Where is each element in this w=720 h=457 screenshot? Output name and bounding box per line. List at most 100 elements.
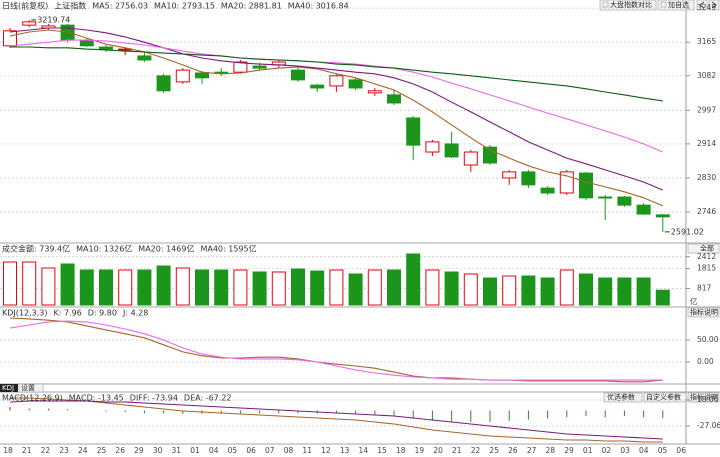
y-tick-label: 2914	[697, 139, 716, 148]
candle-body	[137, 55, 152, 61]
x-tick-label: 22	[471, 446, 481, 455]
indicator-line	[10, 46, 663, 102]
volume-bar	[41, 267, 56, 306]
legend-entry: MA40: 3016.84	[288, 2, 349, 11]
x-tick-label: 24	[78, 446, 88, 455]
volume-button[interactable]: 全部	[687, 244, 720, 254]
x-tick-label: 01	[583, 446, 593, 455]
candle-body	[521, 171, 536, 186]
candle-body	[540, 187, 555, 194]
x-tick-label: 01	[190, 446, 200, 455]
toolbar-button[interactable]: 加自选	[657, 0, 695, 11]
button-label[interactable]: 自定义参数	[646, 393, 681, 402]
y-tick-label: 1815	[697, 264, 716, 273]
legend-entry: J: 4.28	[122, 309, 148, 318]
x-tick-label: 26	[115, 446, 125, 455]
x-tick-label: 28	[546, 446, 556, 455]
candle-body	[579, 172, 593, 199]
y-tick-label: -27.06	[697, 421, 720, 430]
x-tick-label: 30	[153, 446, 163, 455]
x-tick-label: 13	[340, 446, 350, 455]
x-tick-label: 19	[415, 446, 425, 455]
candle-body	[79, 39, 94, 47]
y-tick-label: 817	[697, 284, 712, 293]
y-tick-label: 50.00	[697, 335, 719, 344]
volume-bar	[617, 277, 632, 306]
button-label[interactable]: 全部	[700, 244, 714, 253]
candle-body	[367, 90, 382, 94]
x-tick-label: 22	[41, 446, 51, 455]
volume-bar	[425, 269, 440, 306]
macd-button[interactable]: 自定义参数	[643, 393, 687, 403]
volume-bar	[655, 289, 670, 306]
toolbar-button[interactable]: 大盘指数对比	[599, 0, 657, 11]
legend-entry: K: 7.96	[53, 309, 81, 318]
y-tick-label: 18.06	[697, 395, 719, 404]
legend-entry: MACD: -13.45	[69, 394, 124, 403]
candle-body	[3, 30, 17, 47]
legend-entry: KDJ(12,3,3)	[2, 309, 47, 318]
volume-bar	[291, 268, 305, 306]
legend-entry: 成交金额: 739.4亿	[2, 244, 70, 254]
candle-body	[636, 204, 651, 215]
legend-entry: MA10: 2793.15	[154, 2, 215, 11]
volume-bar	[79, 269, 94, 306]
tab[interactable]: KDJ	[0, 384, 18, 392]
x-tick-label: 06	[676, 446, 686, 455]
button-label[interactable]: 加自选	[668, 0, 689, 9]
tab-label[interactable]: KDJ	[2, 384, 14, 392]
candle-body	[252, 65, 267, 69]
button-label[interactable]: 大盘指数对比	[610, 0, 652, 9]
volume-bar	[22, 261, 37, 306]
x-tick-label: 14	[359, 446, 369, 455]
x-tick-label: 07	[265, 446, 275, 455]
candle-body	[22, 21, 37, 26]
x-tick-label: 05	[228, 446, 238, 455]
volume-bar	[118, 269, 133, 306]
legend-entry: 日线(前复权)	[2, 1, 48, 11]
candle-body	[444, 143, 459, 158]
indicator-line	[9, 400, 663, 440]
x-tick-label: 29	[134, 446, 144, 455]
candle-body	[310, 84, 325, 89]
volume-bar	[598, 277, 613, 306]
candle-body	[348, 79, 363, 89]
nav-button[interactable]	[708, 0, 720, 11]
button-label[interactable]: 指标说明	[690, 308, 718, 317]
x-tick-label: 11	[302, 446, 312, 455]
button-label[interactable]: 优选参数	[607, 393, 635, 402]
volume-bar	[271, 271, 286, 306]
max-label: 3219.74	[37, 15, 70, 24]
min-label: 2591.02	[671, 227, 704, 236]
legend-entry: MA20: 1469亿	[138, 244, 194, 254]
kdj-button[interactable]: 指标说明	[687, 308, 720, 318]
volume-bar	[99, 269, 113, 306]
x-tick-label: 23	[59, 446, 69, 455]
volume-bar	[195, 269, 209, 306]
nav-button[interactable]	[696, 0, 708, 11]
macd-button[interactable]: 指标说明	[687, 393, 720, 403]
candle-body	[502, 171, 517, 179]
volume-bar	[579, 273, 593, 306]
legend-entry: MA40: 1595亿	[200, 244, 256, 254]
volume-bar	[521, 275, 536, 306]
volume-bar	[502, 275, 517, 306]
indicator-line	[9, 29, 664, 207]
legend-entry: MA10: 1326亿	[76, 244, 132, 254]
x-tick-label: 26	[508, 446, 518, 455]
volume-bar	[214, 269, 229, 306]
x-tick-label: 25	[489, 446, 499, 455]
macd-button[interactable]: 优选参数	[603, 393, 643, 403]
x-tick-label: 25	[97, 446, 107, 455]
y-tick-label: 2830	[697, 173, 716, 182]
x-tick-label: 31	[172, 446, 182, 455]
button-label[interactable]: 指标说明	[690, 393, 718, 402]
legend-entry: MA20: 2881.81	[221, 2, 282, 11]
tab[interactable]: 设置	[18, 383, 44, 393]
candle-body	[406, 117, 421, 146]
tab-label[interactable]: 设置	[21, 383, 35, 392]
candle-body	[329, 75, 344, 87]
x-tick-label: 29	[564, 446, 574, 455]
x-tick-label: 27	[527, 446, 537, 455]
